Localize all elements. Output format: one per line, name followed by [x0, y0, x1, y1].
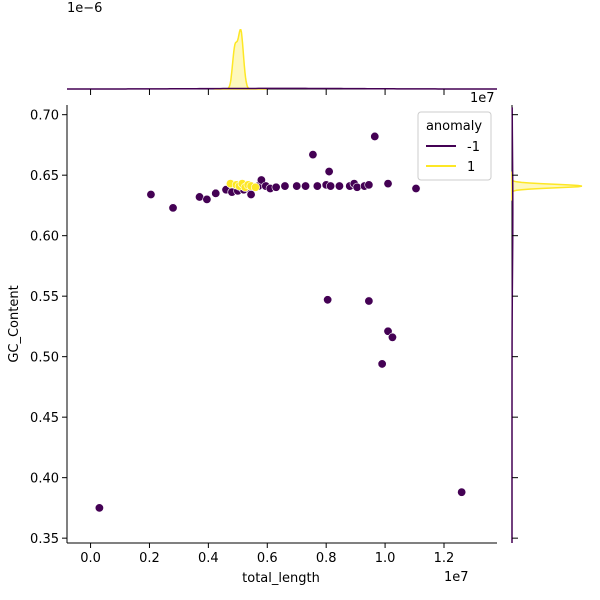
y-axis-label: GC_Content	[7, 285, 22, 362]
legend: anomaly -1 1	[417, 111, 492, 181]
scatter-point-series-minus1	[364, 180, 374, 190]
x-tick-label: 0.6	[257, 551, 278, 566]
scatter-point-series-minus1	[383, 326, 393, 336]
legend-title: anomaly	[426, 119, 482, 134]
scatter-point-series-minus1	[168, 203, 178, 213]
right-marginal-offset-label: 1e7	[470, 91, 495, 106]
y-axis-ticks: 0.35 0.40 0.45 0.50 0.55 0.60 0.65 0.70	[30, 109, 67, 547]
scatter-point-series-minus1	[308, 150, 318, 160]
scatter-point-series-minus1	[457, 487, 467, 497]
top-marginal-ticks	[90, 89, 445, 95]
scatter-point-series-minus1	[292, 181, 302, 191]
scatter-point-series-minus1	[246, 190, 256, 200]
scatter-point-series-minus1	[352, 182, 362, 192]
scatter-point-series-minus1	[324, 167, 334, 177]
y-tick-label: 0.65	[30, 169, 59, 184]
x-axis-label: total_length	[242, 571, 320, 586]
y-tick-label: 0.70	[30, 109, 59, 124]
scatter-point-series-minus1	[387, 332, 397, 342]
x-axis-ticks: 0.0 0.2 0.4 0.6 0.8 1.0 1.2	[80, 543, 454, 566]
scatter-point-series-minus1	[364, 296, 374, 306]
scatter-point-series-minus1	[146, 190, 156, 200]
y-tick-label: 0.40	[30, 472, 59, 487]
scatter-point-series-minus1	[301, 181, 311, 191]
scatter-point-series-minus1	[211, 188, 221, 198]
main-scatter-plot: 0.0 0.2 0.4 0.6 0.8 1.0 1.2 0.350.400.450.500.…	[7, 105, 497, 586]
scatter-point-series-minus1	[94, 503, 104, 513]
y-tick-label: 0.35	[30, 532, 59, 547]
top-marginal-offset-label: 1e−6	[67, 1, 102, 16]
scatter-point-series-minus1	[334, 181, 344, 191]
top-marginal-density-series-minus1	[67, 87, 497, 90]
x-tick-label: 0.2	[139, 551, 160, 566]
scatter-point-series-minus1	[312, 181, 322, 191]
x-tick-label: 0.8	[316, 551, 337, 566]
scatter-point-series-minus1	[326, 181, 336, 191]
x-tick-label: 1.2	[434, 551, 455, 566]
right-marginal-density-series-minus1	[511, 107, 514, 543]
scatter-points	[94, 131, 467, 513]
right-marginal-density-series-1	[511, 171, 583, 201]
x-tick-label: 0.0	[80, 551, 101, 566]
scatter-point-series-minus1	[377, 359, 387, 369]
scatter-point-series-minus1	[323, 295, 333, 305]
scatter-point-series-minus1	[202, 194, 212, 204]
y-tick-label: 0.45	[30, 411, 59, 426]
scatter-point-series-minus1	[271, 182, 281, 192]
y-tick-label: 0.55	[30, 290, 59, 305]
legend-label-1: 1	[467, 160, 475, 175]
x-tick-label: 1.0	[375, 551, 396, 566]
scatter-point-series-minus1	[383, 179, 393, 189]
y-tick-label: 0.60	[30, 230, 59, 245]
scatter-point-series-minus1	[256, 175, 266, 185]
scatter-point-series-minus1	[411, 183, 421, 193]
top-marginal-density-series-1	[214, 28, 268, 90]
x-tick-label: 0.4	[198, 551, 219, 566]
scatter-point-series-1	[250, 182, 260, 192]
scatter-point-series-minus1	[370, 131, 380, 141]
legend-label-minus1: -1	[467, 140, 480, 155]
right-marginal-ticks	[512, 114, 518, 539]
right-marginal-plot: 1e7	[470, 91, 583, 543]
x-offset-label: 1e7	[444, 570, 469, 585]
y-tick-label: 0.50	[30, 351, 59, 366]
top-marginal-plot: 1e−6	[67, 1, 497, 95]
scatter-point-series-minus1	[280, 181, 290, 191]
